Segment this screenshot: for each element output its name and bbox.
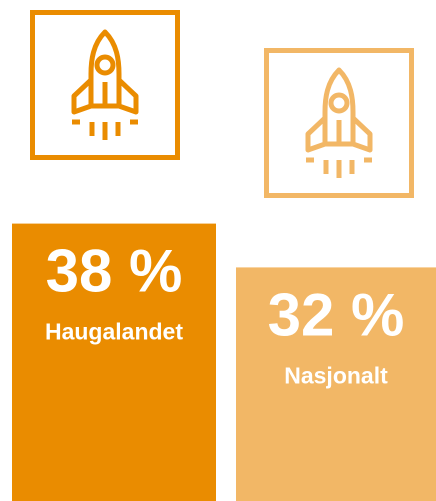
bar — [12, 223, 216, 501]
rocket-icon — [267, 51, 412, 196]
value-label: 32 % — [268, 281, 405, 348]
category-label: Haugalandet — [45, 319, 183, 345]
bar — [236, 267, 436, 501]
rocket-icon — [33, 13, 178, 158]
value-label: 38 % — [46, 238, 183, 305]
category-label: Nasjonalt — [284, 362, 388, 388]
